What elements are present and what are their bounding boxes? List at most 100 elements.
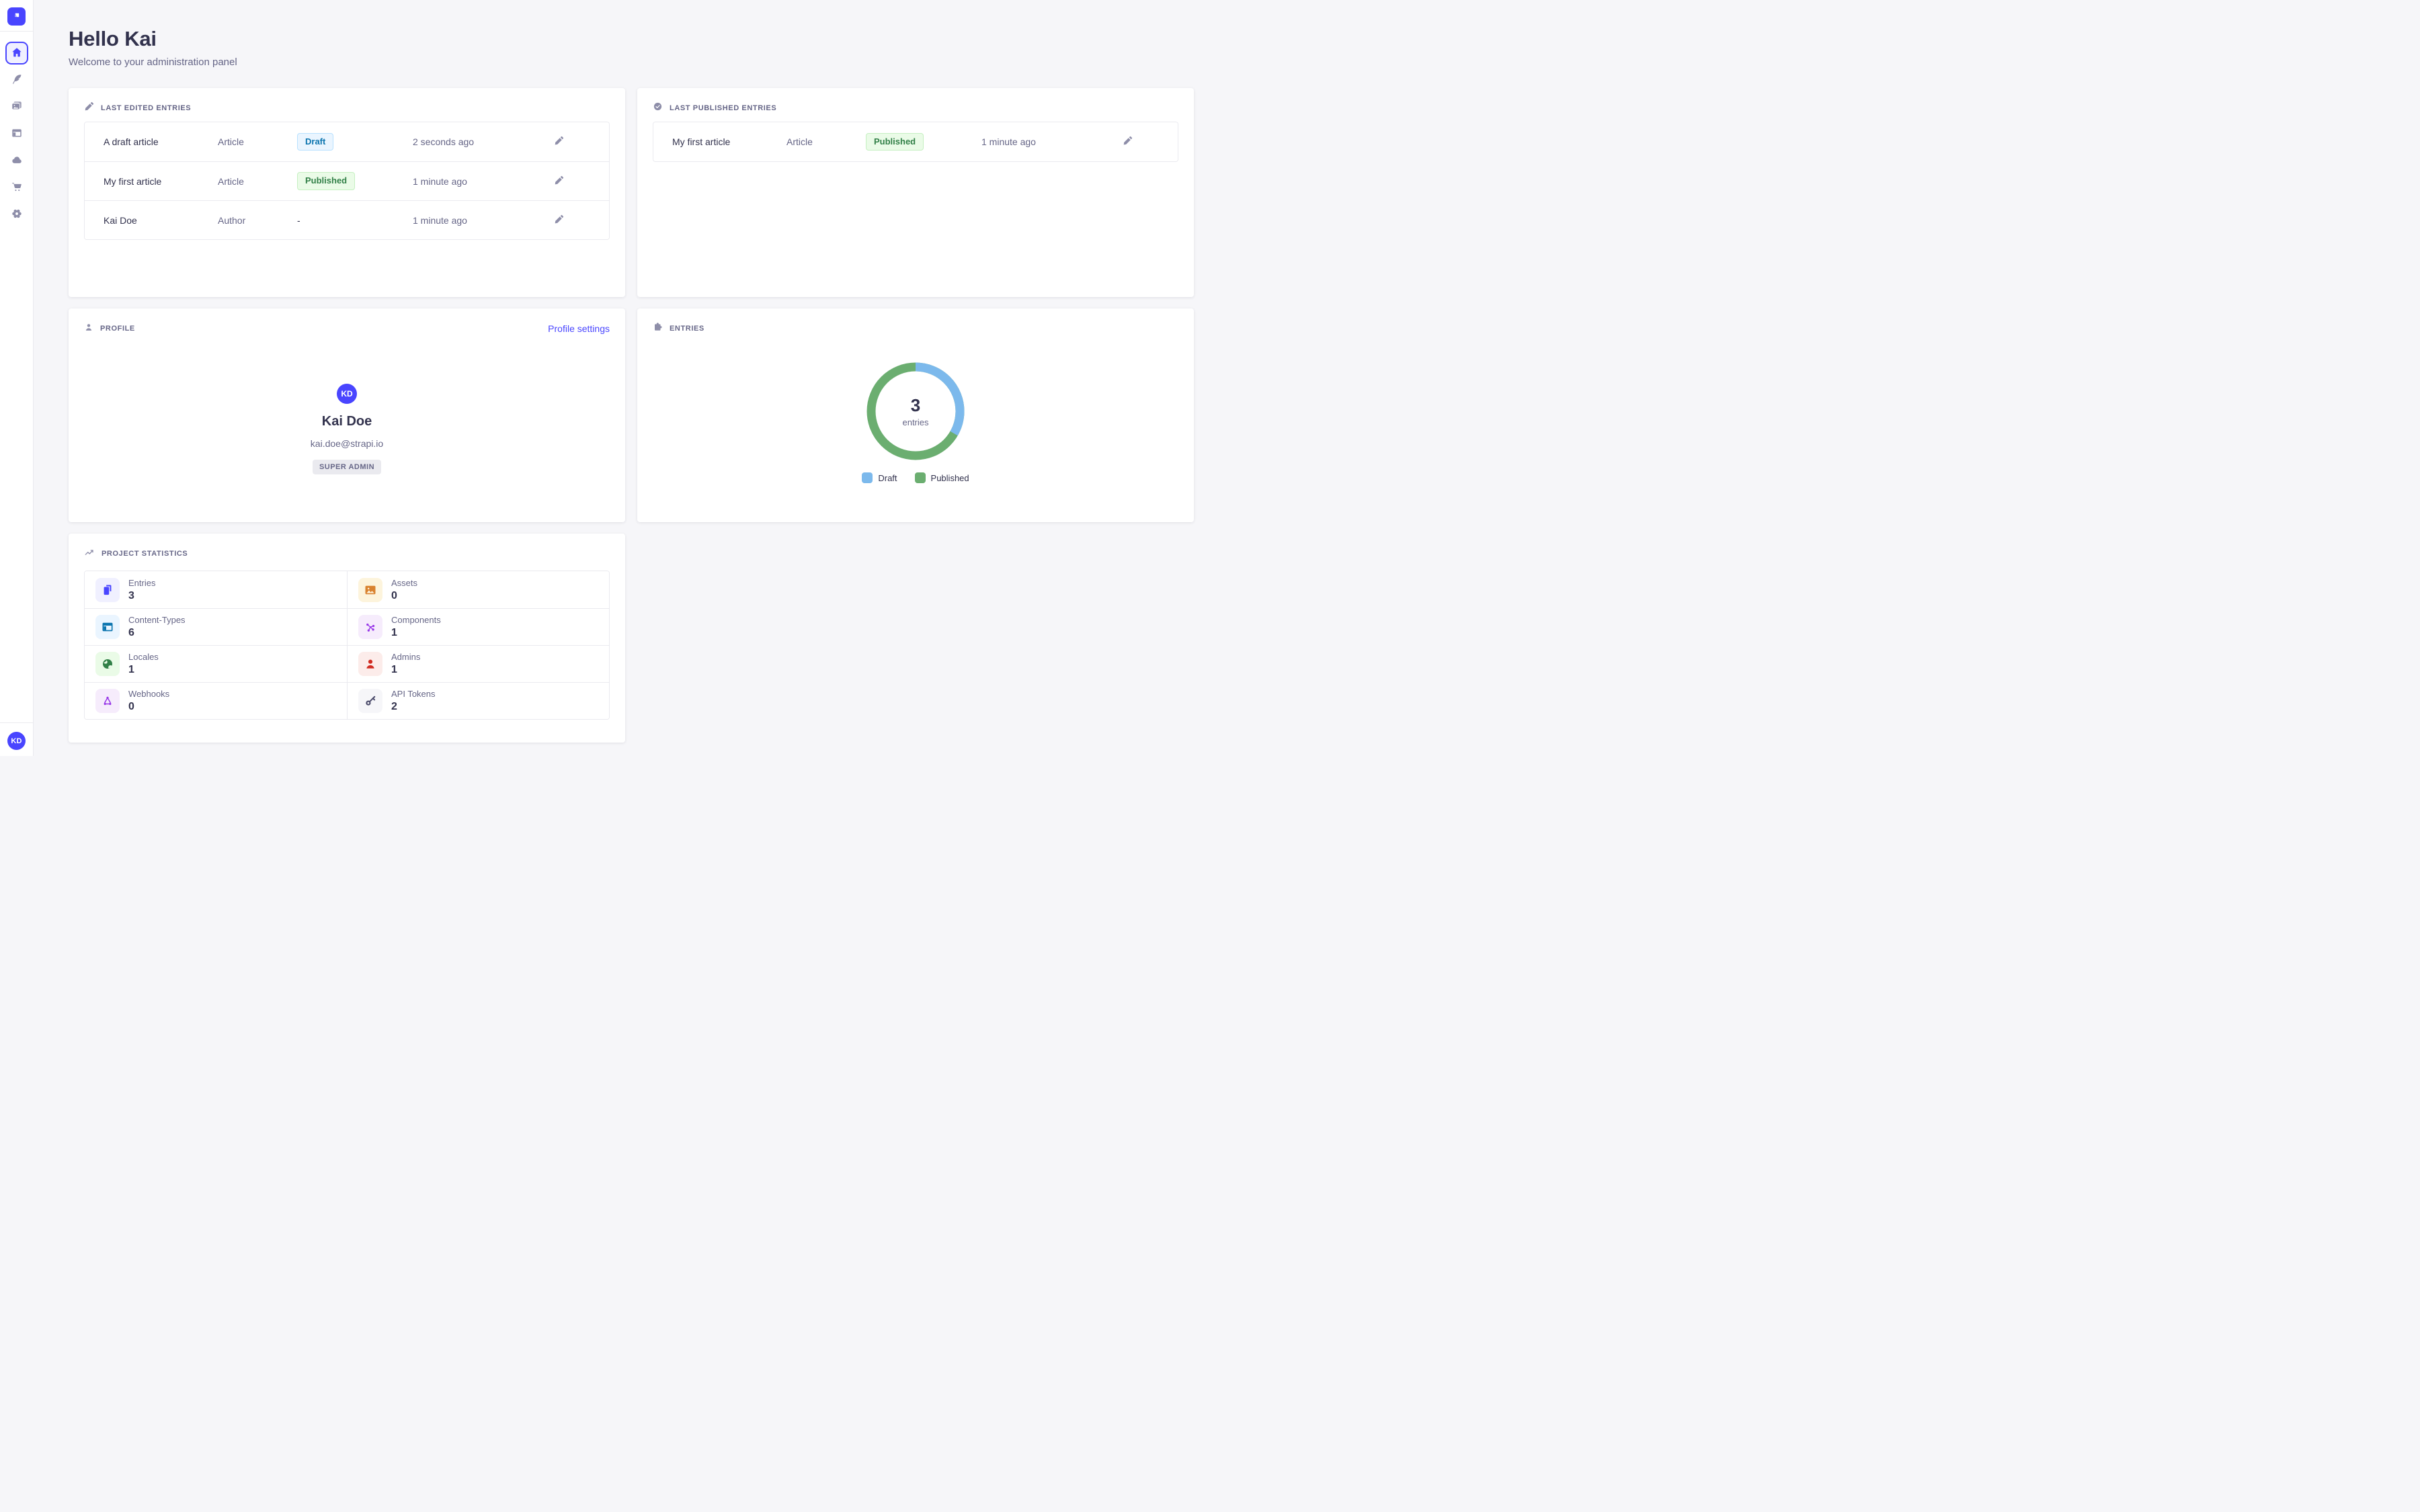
chart-center-label: entries <box>902 417 929 427</box>
sidebar-item-cloud[interactable] <box>3 147 30 174</box>
card-title: ENTRIES <box>670 325 704 333</box>
entry-time: 1 minute ago <box>413 175 467 187</box>
key-icon <box>358 689 382 713</box>
legend-swatch <box>914 472 926 483</box>
gear-icon <box>11 208 23 222</box>
stat-label: Entries <box>128 577 156 588</box>
puzzle-icon <box>653 322 663 335</box>
table-row[interactable]: My first article Article Published 1 min… <box>85 161 609 200</box>
entry-time: 2 seconds ago <box>413 136 475 147</box>
legend-label: Draft <box>878 472 897 483</box>
edit-entry-button[interactable] <box>554 175 609 187</box>
feather-icon <box>11 73 23 87</box>
stat-value: 1 <box>391 664 397 675</box>
layout-icon <box>11 127 23 141</box>
legend-swatch <box>862 472 873 483</box>
stat-label: Content-Types <box>128 615 186 625</box>
stat-value: 6 <box>128 627 134 638</box>
donut-chart: 3 entries <box>866 362 965 460</box>
stat-item-entries: Entries 3 <box>85 571 347 608</box>
stat-label: Assets <box>391 577 418 588</box>
sidebar-divider <box>0 722 34 723</box>
profile-settings-link[interactable]: Profile settings <box>548 323 610 334</box>
card-last-edited-entries: LAST EDITED ENTRIES A draft article Arti… <box>69 88 625 297</box>
sidebar-divider <box>0 31 34 32</box>
sidebar-item-content-type-builder[interactable] <box>3 120 30 147</box>
sidebar-item-home[interactable] <box>5 42 28 65</box>
stat-item-locales: Locales 1 <box>85 645 347 682</box>
stat-label: Admins <box>391 652 421 662</box>
files-icon <box>95 577 120 602</box>
sidebar-item-content-manager[interactable] <box>3 67 30 93</box>
profile-email: kai.doe@strapi.io <box>310 437 384 449</box>
status-badge: Draft <box>297 132 334 151</box>
page-title: Hello Kai <box>69 27 157 50</box>
stat-value: 2 <box>391 701 397 712</box>
sidebar-bottom: KD <box>0 717 34 756</box>
stat-value: 3 <box>128 589 134 601</box>
card-header: ENTRIES <box>653 322 1178 335</box>
layout-icon <box>95 615 120 639</box>
status-empty: - <box>297 214 300 226</box>
card-title: PROJECT STATISTICS <box>102 550 188 558</box>
card-header: LAST PUBLISHED ENTRIES <box>653 101 1178 115</box>
entry-title: Kai Doe <box>104 214 137 226</box>
pencil-icon <box>554 214 564 226</box>
card-title: LAST PUBLISHED ENTRIES <box>670 104 777 112</box>
chart-center-value: 3 <box>910 395 921 415</box>
pencil-icon <box>554 175 564 187</box>
card-entries: ENTRIES 3 entries Draft <box>637 308 1194 522</box>
entry-type: Article <box>218 136 244 147</box>
card-header: PROFILE <box>84 322 610 335</box>
entry-type: Article <box>787 136 813 147</box>
page-subtitle: Welcome to your administration panel <box>69 56 237 68</box>
stat-item-admins: Admins 1 <box>347 645 609 682</box>
edit-entry-button[interactable] <box>1123 136 1178 148</box>
stat-value: 0 <box>128 701 134 712</box>
sidebar-item-marketplace[interactable] <box>3 174 30 201</box>
webhook-icon <box>95 689 120 713</box>
card-title: LAST EDITED ENTRIES <box>101 104 192 112</box>
strapi-logo[interactable] <box>7 7 26 26</box>
stats-table: Entries 3 Assets 0 Content-Types 6 <box>84 571 610 720</box>
user-icon <box>358 652 382 676</box>
legend-item-published: Published <box>914 472 969 483</box>
last-published-table: My first article Article Published 1 min… <box>653 122 1178 162</box>
entry-title: My first article <box>672 136 731 147</box>
cloud-icon <box>11 154 23 168</box>
stat-item-components: Components 1 <box>347 608 609 645</box>
table-row[interactable]: Kai Doe Author - 1 minute ago <box>85 200 609 239</box>
card-title: PROFILE <box>100 325 135 333</box>
table-row[interactable]: My first article Article Published 1 min… <box>653 122 1178 161</box>
status-badge: Published <box>866 132 924 151</box>
stat-item-content-types: Content-Types 6 <box>85 608 347 645</box>
edit-entry-button[interactable] <box>554 136 609 148</box>
pencil-icon <box>84 101 94 115</box>
card-last-published-entries: LAST PUBLISHED ENTRIES My first article … <box>637 88 1194 297</box>
stat-label: Webhooks <box>128 689 170 699</box>
card-profile: PROFILE Profile settings KD Kai Doe kai.… <box>69 308 625 522</box>
entries-chart-area: 3 entries Draft Published <box>653 335 1178 483</box>
sidebar-item-media-library[interactable] <box>3 93 30 120</box>
trending-up-icon <box>84 547 95 561</box>
table-row[interactable]: A draft article Article Draft 2 seconds … <box>85 122 609 161</box>
stat-label: API Tokens <box>391 689 436 699</box>
stat-label: Components <box>391 615 441 625</box>
strapi-logo-icon <box>11 10 22 23</box>
pencil-icon <box>1123 136 1133 148</box>
globe-icon <box>95 652 120 676</box>
sidebar-item-settings[interactable] <box>3 201 30 228</box>
last-edited-table: A draft article Article Draft 2 seconds … <box>84 122 610 240</box>
user-avatar[interactable]: KD <box>7 732 26 750</box>
edit-entry-button[interactable] <box>554 214 609 226</box>
entry-time: 1 minute ago <box>413 214 467 226</box>
images-icon <box>11 100 23 114</box>
entry-time: 1 minute ago <box>981 136 1036 147</box>
main-content: Hello Kai Welcome to your administration… <box>34 0 1210 743</box>
card-header: PROJECT STATISTICS <box>84 547 610 560</box>
status-badge: Published <box>297 172 356 190</box>
stat-label: Locales <box>128 652 159 662</box>
stat-item-assets: Assets 0 <box>347 571 609 608</box>
stat-value: 1 <box>128 664 134 675</box>
entry-title: My first article <box>104 175 162 187</box>
